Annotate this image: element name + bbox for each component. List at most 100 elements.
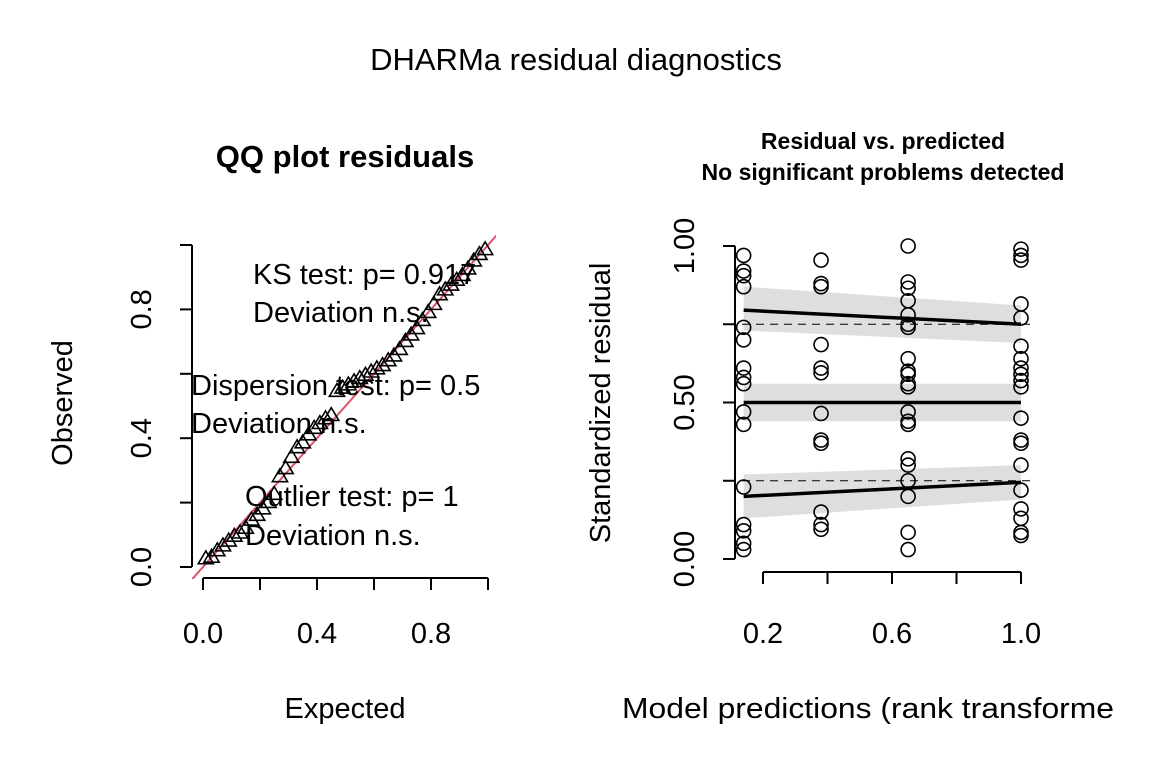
residual-y-tick-label-1: 0.50 (669, 374, 701, 430)
qq-test-results: KS test: p= 0.917 Deviation n.s. Dispers… (191, 259, 480, 552)
residual-point-45 (900, 472, 916, 489)
qq-y-tick-label-1: 0.4 (126, 418, 158, 458)
residual-point-12 (735, 516, 752, 533)
residual-panel-title-line1: Residual vs. predicted (761, 128, 1005, 154)
residual-point-37 (900, 366, 916, 383)
qq-point-22 (322, 406, 341, 422)
residual-points (735, 238, 1029, 558)
residual-point-18 (813, 278, 829, 295)
residual-x-axis: 0.2 0.6 1.0 (743, 571, 1041, 650)
qq-point-7 (236, 518, 255, 534)
residual-y-axis-label: Standardized residual (585, 263, 617, 544)
qq-point-37 (407, 319, 426, 335)
qq-point-14 (276, 459, 295, 475)
residual-point-50 (1013, 247, 1029, 264)
residual-y-tick-label-2: 1.00 (669, 218, 701, 274)
residual-point-44 (900, 457, 916, 473)
residual-point-25 (813, 504, 829, 520)
residual-point-21 (813, 364, 829, 381)
residual-panel-title-line2: No significant problems detected (702, 159, 1065, 185)
qq-point-31 (373, 356, 392, 372)
qq-x-tick-label-2: 0.8 (411, 618, 451, 650)
ks-deviation-text: Deviation n.s. (253, 297, 429, 329)
qq-axes: 0.0 0.4 0.8 0.0 0.4 0.8 (126, 244, 489, 650)
residual-point-22 (813, 405, 829, 422)
residual-point-0 (735, 247, 752, 264)
qq-point-46 (459, 259, 478, 275)
residual-point-24 (813, 435, 829, 451)
qq-point-13 (270, 467, 289, 483)
residual-x-tick-label-2: 1.0 (1001, 618, 1041, 650)
residual-point-62 (1013, 435, 1029, 451)
residual-point-60 (1013, 410, 1029, 426)
qq-point-32 (379, 351, 398, 367)
residual-point-10 (735, 416, 752, 433)
residual-point-7 (735, 369, 752, 386)
residual-point-19 (813, 336, 829, 353)
qq-point-38 (413, 311, 432, 327)
residual-point-15 (735, 541, 752, 558)
qq-panel: QQ plot residuals 0.0 0.4 0.8 0.0 0.4 0.8 KS … (47, 139, 496, 725)
qq-point-15 (282, 447, 301, 464)
residual-point-63 (1013, 457, 1029, 473)
qq-y-axis-label: Observed (47, 340, 79, 466)
qq-point-17 (293, 433, 312, 449)
residual-point-9 (735, 404, 752, 420)
qq-y-axis: 0.0 0.4 0.8 (126, 244, 193, 587)
residual-point-43 (900, 451, 916, 467)
residual-point-34 (900, 319, 916, 336)
residual-point-68 (1013, 527, 1029, 544)
qq-points (196, 240, 495, 565)
qq-point-16 (288, 438, 307, 454)
qq-point-40 (424, 295, 443, 311)
residual-point-39 (900, 379, 916, 395)
residual-point-49 (1013, 241, 1029, 257)
quantile-fit-2 (743, 308, 1022, 326)
qq-x-tick-label-0: 0.0 (183, 618, 223, 650)
residual-point-26 (813, 516, 829, 533)
residual-point-67 (1013, 524, 1029, 541)
qq-panel-title: QQ plot residuals (216, 139, 474, 174)
qq-point-4 (219, 531, 238, 547)
residual-point-61 (1013, 432, 1029, 448)
residual-quantile-fits (743, 308, 1022, 499)
residual-panel: Residual vs. predicted No significant pr… (585, 128, 1114, 725)
residual-point-3 (735, 278, 752, 295)
qq-point-34 (390, 340, 409, 356)
residual-point-64 (1013, 482, 1029, 498)
qq-x-axis: 0.0 0.4 0.8 (183, 577, 489, 650)
qq-point-6 (231, 523, 250, 539)
qq-point-43 (441, 275, 460, 291)
residual-point-51 (1013, 252, 1029, 268)
residual-point-27 (813, 521, 829, 538)
residual-point-6 (735, 360, 752, 376)
qq-point-30 (367, 359, 386, 375)
residual-point-53 (1013, 310, 1029, 326)
residual-point-66 (1013, 510, 1029, 527)
dispersion-deviation-text: Deviation n.s. (191, 408, 367, 440)
residual-reference-lines (742, 323, 1034, 482)
residual-point-4 (735, 319, 752, 336)
residual-point-30 (900, 280, 916, 297)
residual-point-29 (900, 274, 916, 290)
ks-test-text: KS test: p= 0.917 (253, 259, 476, 291)
outlier-deviation-text: Deviation n.s. (245, 520, 421, 552)
quantile-band-0 (743, 465, 1021, 519)
residual-point-59 (1013, 379, 1029, 395)
qq-identity-line (192, 234, 496, 579)
residual-point-8 (735, 375, 752, 392)
residual-point-47 (900, 524, 916, 541)
residual-point-13 (735, 523, 752, 539)
qq-point-0 (196, 549, 215, 565)
qq-point-48 (470, 245, 489, 261)
residual-point-65 (1013, 501, 1029, 517)
outlier-test-text: Outlier test: p= 1 (245, 481, 459, 513)
residual-point-17 (813, 275, 829, 292)
residual-point-20 (813, 360, 829, 376)
dispersion-test-text: Dispersion test: p= 0.5 (191, 370, 480, 402)
qq-point-12 (265, 484, 284, 501)
qq-point-39 (419, 303, 438, 319)
residual-point-5 (735, 332, 752, 348)
residual-point-35 (900, 350, 916, 367)
